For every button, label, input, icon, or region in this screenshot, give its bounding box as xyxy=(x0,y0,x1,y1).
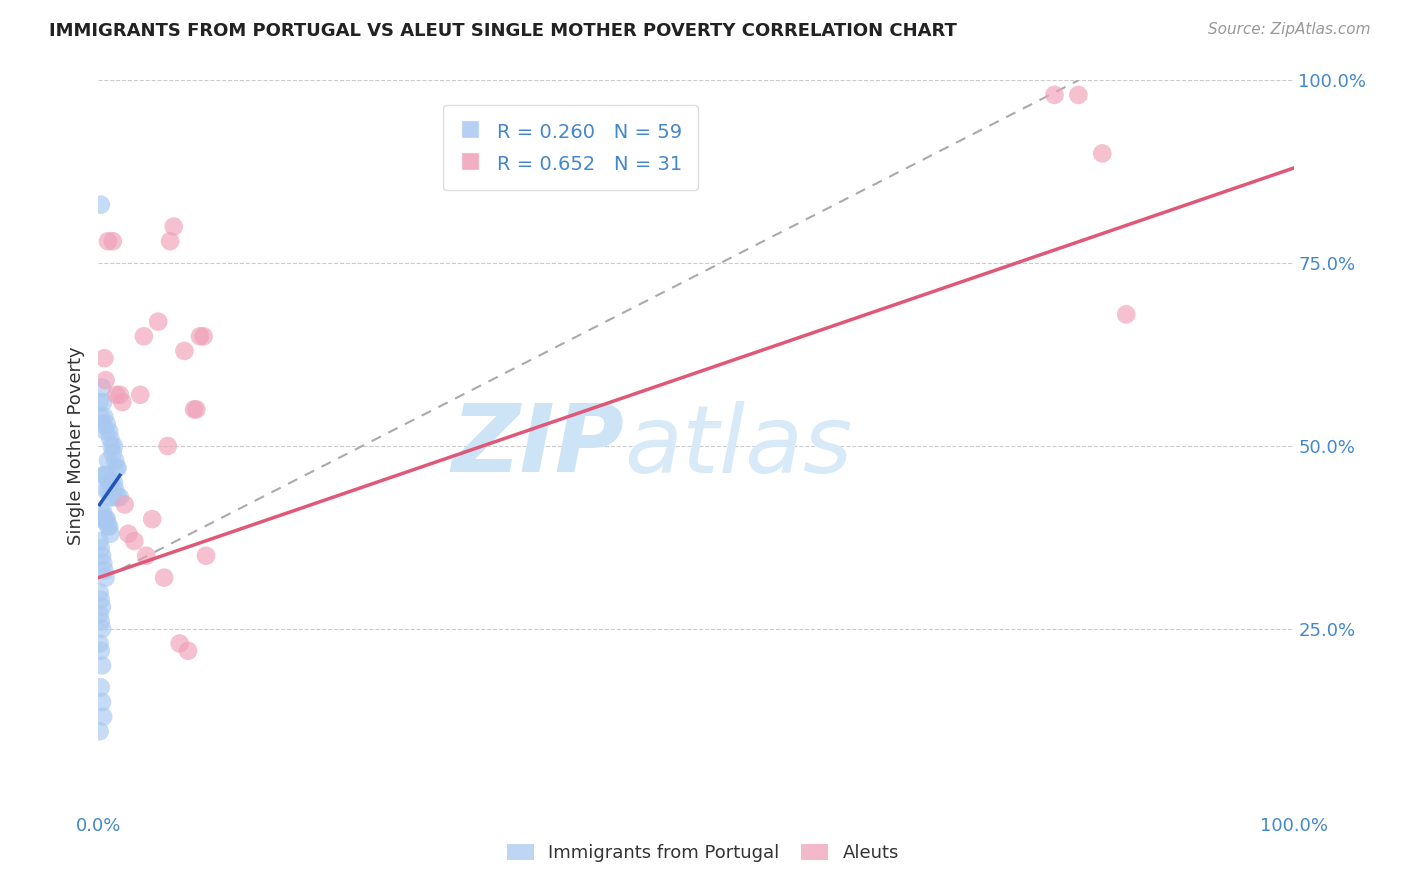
Point xyxy=(91,549,114,563)
Point xyxy=(141,512,163,526)
Point xyxy=(100,475,122,490)
Text: Source: ZipAtlas.com: Source: ZipAtlas.com xyxy=(1208,22,1371,37)
Point xyxy=(96,512,118,526)
Point xyxy=(148,315,170,329)
Point xyxy=(90,681,112,695)
Point xyxy=(173,343,195,358)
Text: atlas: atlas xyxy=(624,401,852,491)
Point xyxy=(124,534,146,549)
Point xyxy=(104,453,127,467)
Point xyxy=(153,571,176,585)
Point xyxy=(98,425,121,439)
Point xyxy=(89,607,111,622)
Point xyxy=(97,519,120,533)
Point xyxy=(1067,87,1090,102)
Point xyxy=(90,197,112,211)
Point xyxy=(103,475,125,490)
Point xyxy=(91,380,114,394)
Point xyxy=(89,534,111,549)
Point xyxy=(98,526,122,541)
Point xyxy=(93,563,115,577)
Point xyxy=(1091,146,1114,161)
Point xyxy=(90,409,112,424)
Point xyxy=(93,512,115,526)
Point xyxy=(108,490,131,504)
Point xyxy=(114,498,136,512)
Point xyxy=(1115,307,1137,321)
Point xyxy=(129,388,152,402)
Point xyxy=(107,490,129,504)
Point xyxy=(156,439,179,453)
Point xyxy=(91,622,114,636)
Point xyxy=(98,475,121,490)
Point xyxy=(107,461,129,475)
Point xyxy=(91,599,114,614)
Point xyxy=(104,483,127,497)
Point xyxy=(89,585,111,599)
Point xyxy=(98,432,122,446)
Legend: Immigrants from Portugal, Aleuts: Immigrants from Portugal, Aleuts xyxy=(499,837,907,870)
Point xyxy=(96,468,118,483)
Point xyxy=(188,329,211,343)
Point xyxy=(159,234,181,248)
Point xyxy=(89,395,111,409)
Point xyxy=(108,388,131,402)
Point xyxy=(89,636,111,650)
Point xyxy=(94,512,117,526)
Point xyxy=(91,556,114,570)
Point xyxy=(90,505,112,519)
Point xyxy=(193,329,215,343)
Point xyxy=(94,373,117,387)
Point xyxy=(97,234,120,248)
Point xyxy=(91,395,114,409)
Point xyxy=(96,417,118,431)
Point xyxy=(132,329,155,343)
Point xyxy=(1043,87,1066,102)
Legend: R = 0.260   N = 59, R = 0.652   N = 31: R = 0.260 N = 59, R = 0.652 N = 31 xyxy=(443,104,697,190)
Point xyxy=(90,592,112,607)
Y-axis label: Single Mother Poverty: Single Mother Poverty xyxy=(66,347,84,545)
Point xyxy=(105,388,128,402)
Point xyxy=(135,549,157,563)
Point xyxy=(97,483,120,497)
Point xyxy=(91,468,114,483)
Point xyxy=(91,695,114,709)
Point xyxy=(195,549,218,563)
Point xyxy=(117,526,139,541)
Point xyxy=(91,505,114,519)
Point xyxy=(101,234,124,248)
Point xyxy=(90,541,112,556)
Point xyxy=(91,709,114,723)
Point xyxy=(91,658,114,673)
Point xyxy=(101,490,124,504)
Point xyxy=(90,615,112,629)
Text: IMMIGRANTS FROM PORTUGAL VS ALEUT SINGLE MOTHER POVERTY CORRELATION CHART: IMMIGRANTS FROM PORTUGAL VS ALEUT SINGLE… xyxy=(49,22,957,40)
Point xyxy=(93,468,115,483)
Point xyxy=(91,512,114,526)
Point xyxy=(93,351,115,366)
Point xyxy=(94,571,117,585)
Point xyxy=(94,425,117,439)
Point xyxy=(98,519,121,533)
Point xyxy=(111,395,134,409)
Point xyxy=(103,439,125,453)
Point xyxy=(177,644,200,658)
Point xyxy=(91,417,114,431)
Point xyxy=(90,644,112,658)
Point xyxy=(101,446,124,460)
Point xyxy=(163,219,186,234)
Point xyxy=(183,402,205,417)
Point xyxy=(93,409,115,424)
Point xyxy=(89,724,111,739)
Point xyxy=(94,483,117,497)
Point xyxy=(186,402,208,417)
Point xyxy=(105,461,128,475)
Text: ZIP: ZIP xyxy=(451,400,624,492)
Point xyxy=(100,439,122,453)
Point xyxy=(97,453,120,467)
Point xyxy=(98,490,122,504)
Point xyxy=(169,636,191,650)
